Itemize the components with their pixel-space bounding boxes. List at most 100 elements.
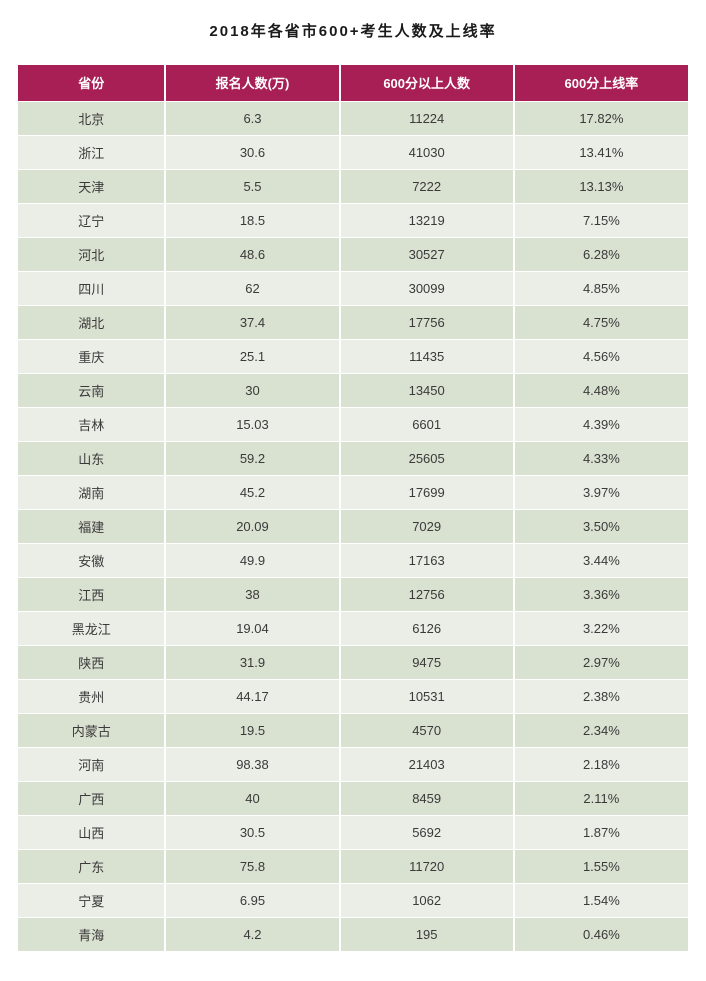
table-cell: 45.2 <box>165 475 339 509</box>
table-cell: 辽宁 <box>18 203 165 237</box>
table-row: 江西38127563.36% <box>18 577 688 611</box>
table-cell: 6601 <box>340 407 514 441</box>
table-cell: 云南 <box>18 373 165 407</box>
table-cell: 宁夏 <box>18 883 165 917</box>
table-cell: 天津 <box>18 169 165 203</box>
table-cell: 9475 <box>340 645 514 679</box>
table-cell: 4.56% <box>514 339 688 373</box>
table-cell: 4570 <box>340 713 514 747</box>
table-cell: 30099 <box>340 271 514 305</box>
table-cell: 4.33% <box>514 441 688 475</box>
table-cell: 四川 <box>18 271 165 305</box>
table-row: 内蒙古19.545702.34% <box>18 713 688 747</box>
table-cell: 48.6 <box>165 237 339 271</box>
table-cell: 2.38% <box>514 679 688 713</box>
table-cell: 3.97% <box>514 475 688 509</box>
table-row: 湖南45.2176993.97% <box>18 475 688 509</box>
table-cell: 19.04 <box>165 611 339 645</box>
table-row: 云南30134504.48% <box>18 373 688 407</box>
table-cell: 25605 <box>340 441 514 475</box>
table-header-row: 省份报名人数(万)600分以上人数600分上线率 <box>18 65 688 101</box>
table-row: 青海4.21950.46% <box>18 917 688 951</box>
table-row: 山东59.2256054.33% <box>18 441 688 475</box>
table-cell: 1.54% <box>514 883 688 917</box>
table-row: 宁夏6.9510621.54% <box>18 883 688 917</box>
table-header-cell: 600分以上人数 <box>340 65 514 101</box>
table-cell: 10531 <box>340 679 514 713</box>
table-cell: 5692 <box>340 815 514 849</box>
table-cell: 11224 <box>340 101 514 135</box>
table-cell: 7222 <box>340 169 514 203</box>
table-cell: 31.9 <box>165 645 339 679</box>
table-cell: 17163 <box>340 543 514 577</box>
table-cell: 浙江 <box>18 135 165 169</box>
table-cell: 62 <box>165 271 339 305</box>
table-cell: 黑龙江 <box>18 611 165 645</box>
table-cell: 2.34% <box>514 713 688 747</box>
table-cell: 4.39% <box>514 407 688 441</box>
table-cell: 2.18% <box>514 747 688 781</box>
table-cell: 19.5 <box>165 713 339 747</box>
table-row: 四川62300994.85% <box>18 271 688 305</box>
table-cell: 37.4 <box>165 305 339 339</box>
table-row: 陕西31.994752.97% <box>18 645 688 679</box>
table-cell: 北京 <box>18 101 165 135</box>
table-cell: 98.38 <box>165 747 339 781</box>
table-cell: 陕西 <box>18 645 165 679</box>
table-cell: 福建 <box>18 509 165 543</box>
table-cell: 59.2 <box>165 441 339 475</box>
table-row: 湖北37.4177564.75% <box>18 305 688 339</box>
table-cell: 内蒙古 <box>18 713 165 747</box>
table-cell: 3.44% <box>514 543 688 577</box>
table-cell: 4.48% <box>514 373 688 407</box>
table-cell: 11435 <box>340 339 514 373</box>
table-cell: 41030 <box>340 135 514 169</box>
table-cell: 30.5 <box>165 815 339 849</box>
table-cell: 6.95 <box>165 883 339 917</box>
table-cell: 山西 <box>18 815 165 849</box>
table-row: 河南98.38214032.18% <box>18 747 688 781</box>
table-row: 浙江30.64103013.41% <box>18 135 688 169</box>
table-cell: 17699 <box>340 475 514 509</box>
table-cell: 吉林 <box>18 407 165 441</box>
table-cell: 40 <box>165 781 339 815</box>
table-cell: 30.6 <box>165 135 339 169</box>
table-cell: 13450 <box>340 373 514 407</box>
table-cell: 安徽 <box>18 543 165 577</box>
table-row: 重庆25.1114354.56% <box>18 339 688 373</box>
table-cell: 4.85% <box>514 271 688 305</box>
table-cell: 广西 <box>18 781 165 815</box>
table-cell: 49.9 <box>165 543 339 577</box>
table-cell: 15.03 <box>165 407 339 441</box>
table-cell: 44.17 <box>165 679 339 713</box>
table-header-cell: 600分上线率 <box>514 65 688 101</box>
table-cell: 20.09 <box>165 509 339 543</box>
table-cell: 8459 <box>340 781 514 815</box>
table-cell: 3.50% <box>514 509 688 543</box>
table-row: 贵州44.17105312.38% <box>18 679 688 713</box>
table-cell: 贵州 <box>18 679 165 713</box>
table-cell: 13219 <box>340 203 514 237</box>
page-title: 2018年各省市600+考生人数及上线率 <box>18 20 688 65</box>
table-body: 北京6.31122417.82%浙江30.64103013.41%天津5.572… <box>18 101 688 951</box>
table-cell: 18.5 <box>165 203 339 237</box>
table-cell: 25.1 <box>165 339 339 373</box>
table-cell: 75.8 <box>165 849 339 883</box>
table-cell: 1.87% <box>514 815 688 849</box>
page-container: 2018年各省市600+考生人数及上线率 省份报名人数(万)600分以上人数60… <box>0 0 706 961</box>
table-cell: 30 <box>165 373 339 407</box>
table-cell: 2.97% <box>514 645 688 679</box>
table-header-cell: 省份 <box>18 65 165 101</box>
table-row: 辽宁18.5132197.15% <box>18 203 688 237</box>
table-cell: 7.15% <box>514 203 688 237</box>
table-row: 黑龙江19.0461263.22% <box>18 611 688 645</box>
table-cell: 6.28% <box>514 237 688 271</box>
table-cell: 13.13% <box>514 169 688 203</box>
table-cell: 2.11% <box>514 781 688 815</box>
table-row: 广东75.8117201.55% <box>18 849 688 883</box>
table-cell: 山东 <box>18 441 165 475</box>
table-cell: 江西 <box>18 577 165 611</box>
table-cell: 11720 <box>340 849 514 883</box>
table-cell: 30527 <box>340 237 514 271</box>
table-row: 广西4084592.11% <box>18 781 688 815</box>
